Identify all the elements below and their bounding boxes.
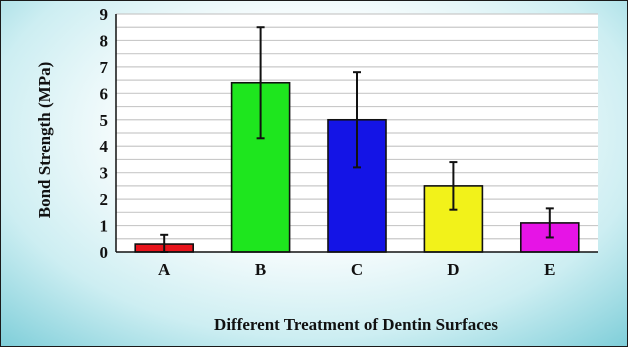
y-tick-label: 2	[100, 190, 109, 209]
error-bar-C	[353, 71, 361, 169]
y-tick-label: 3	[100, 164, 109, 183]
error-bar-E	[545, 207, 554, 239]
y-tick-label: 5	[100, 111, 109, 130]
y-tick-label: 4	[100, 137, 109, 156]
x-tick-label-A: A	[158, 260, 171, 279]
x-tick-label-C: C	[351, 260, 363, 279]
y-tick-label: 8	[100, 31, 109, 50]
y-tick-label: 7	[100, 58, 109, 77]
x-tick-label-B: B	[255, 260, 266, 279]
error-bar-B	[256, 26, 265, 140]
x-tick-label-D: D	[447, 260, 459, 279]
x-axis-title: Different Treatment of Dentin Surfaces	[214, 315, 498, 334]
y-tick-label: 9	[100, 5, 109, 24]
y-tick-labels: 0 1 2 3 4 5 6 7 8 9	[100, 5, 109, 262]
y-tick-label: 1	[100, 217, 109, 236]
y-axis-title: Bond Strength (MPa)	[35, 62, 54, 218]
x-tick-label-E: E	[544, 260, 555, 279]
y-tick-label: 0	[100, 243, 109, 262]
x-tick-labels: A B C D E	[158, 260, 555, 279]
error-bar-D	[449, 161, 458, 211]
y-tick-label: 6	[100, 84, 109, 103]
